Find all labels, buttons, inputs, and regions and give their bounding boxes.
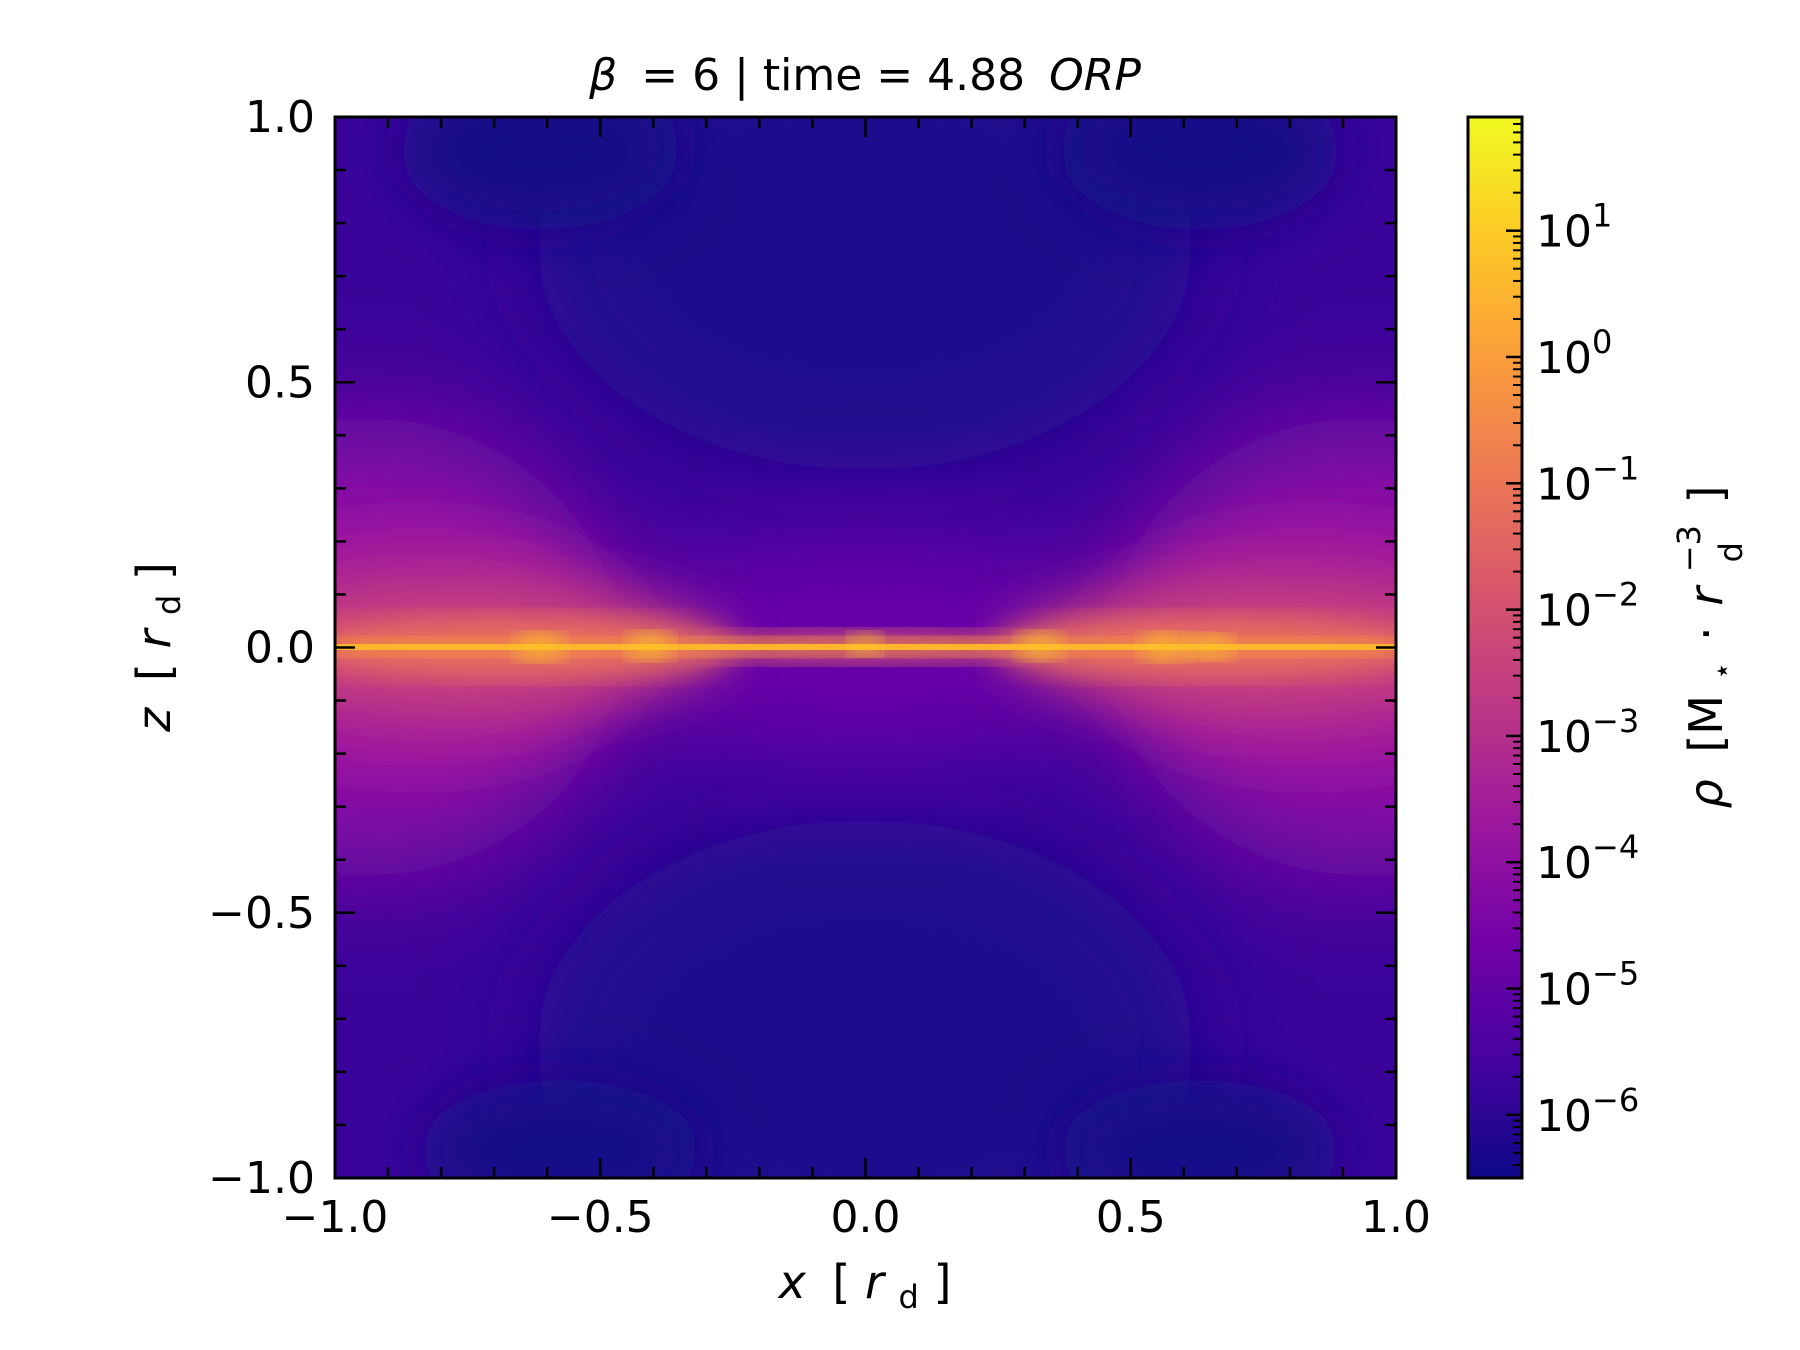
colorbar-tick-base: 10 [1536, 1091, 1592, 1142]
heatmap-clump [630, 634, 670, 658]
x-axis-sub: d [899, 1278, 919, 1316]
x-tick-label: 0.5 [1096, 1192, 1166, 1243]
colorbar-tick-exponent: −6 [1592, 1081, 1639, 1119]
y-tick-label: −0.5 [208, 888, 315, 939]
title-beta-symbol: β [588, 50, 617, 101]
colorbar-tick-label: 10−4 [1536, 828, 1639, 889]
colorbar-tick-base: 10 [1536, 459, 1592, 510]
colorbar-tick-base: 10 [1536, 712, 1592, 763]
heatmap-lobe-top-left [400, 117, 680, 230]
heatmap-clump [851, 634, 879, 654]
x-tick-labels: −1.0 −0.5 0.0 0.5 1.0 [282, 1192, 1431, 1243]
x-axis-close: ] [933, 1255, 951, 1309]
heatmap-clump [1190, 636, 1230, 658]
colorbar-tick-label: 10−6 [1536, 1081, 1639, 1142]
colorbar-tick-label: 10−1 [1536, 449, 1639, 510]
heatmap-lobe-bottom-right [1060, 1080, 1340, 1178]
colorbar-tick-label: 101 [1536, 197, 1612, 258]
y-tick-label: 1.0 [245, 92, 315, 143]
colorbar-tick-base: 10 [1536, 586, 1592, 637]
colorbar-tick-label: 10−2 [1536, 576, 1639, 637]
x-tick-label: 0.0 [831, 1192, 901, 1243]
heatmap-lobe-top-right [1060, 117, 1340, 230]
x-tick-label: −1.0 [282, 1192, 389, 1243]
heatmap-clump [518, 635, 562, 659]
colorbar-label-star: ⋆ [1705, 662, 1740, 681]
heatmap-lobe-bottom [535, 820, 1195, 1178]
heatmap-lobe-top [535, 117, 1195, 470]
colorbar-tick-exponent: −1 [1592, 449, 1639, 487]
colorbar-label: ρ [M ⋆ · r −3 d ] [1657, 486, 1753, 809]
y-axis-sym: r [127, 627, 181, 649]
colorbar-label-open: [M [1679, 695, 1733, 753]
x-tick-label: −0.5 [547, 1192, 654, 1243]
x-axis-var: x [777, 1255, 807, 1309]
x-axis-label: x [ r d ] [777, 1255, 952, 1319]
title-main-text: = 6 | time = 4.88 [641, 50, 1025, 101]
y-tick-label: −1.0 [208, 1153, 315, 1204]
y-axis-var: z [127, 707, 181, 733]
x-axis-sym: r [865, 1255, 887, 1309]
colorbar-tick-exponent: 1 [1592, 197, 1612, 235]
colorbar-label-var: ρ [1679, 779, 1733, 808]
x-axis-open: [ [832, 1255, 850, 1309]
colorbar-label-sub: d [1712, 542, 1750, 562]
y-axis-label: z [ r d ] [127, 562, 191, 733]
colorbar-tick-exponent: 0 [1592, 323, 1612, 361]
colorbar-tick-exponent: −5 [1592, 955, 1639, 993]
plot-ticks [333, 115, 1398, 1180]
colorbar-ticks [1506, 122, 1522, 1167]
colorbar-label-close: ] [1679, 486, 1733, 504]
heatmap-plot-area [335, 117, 1396, 1178]
y-tick-label: 0.0 [245, 623, 315, 674]
colorbar-tick-base: 10 [1536, 207, 1592, 258]
colorbar-tick-exponent: −3 [1592, 702, 1639, 740]
title-unit: ORP [1049, 50, 1141, 101]
colorbar-tick-exponent: −4 [1592, 828, 1639, 866]
colorbar-label-dot: · [1679, 626, 1733, 641]
heatmap-clump [1143, 635, 1187, 659]
y-tick-label: 0.5 [245, 357, 315, 408]
colorbar-label-sym: r [1679, 584, 1733, 606]
x-tick-label: 1.0 [1361, 1192, 1431, 1243]
colorbar-tick-base: 10 [1536, 838, 1592, 889]
colorbar-tick-base: 10 [1536, 965, 1592, 1016]
colorbar-tick-label: 10−3 [1536, 702, 1639, 763]
colorbar-tick-base: 10 [1536, 333, 1592, 384]
colorbar-tick-label: 100 [1536, 323, 1612, 384]
colorbar-label-sup: −3 [1670, 525, 1708, 572]
y-axis-sub: d [150, 595, 188, 615]
y-axis-close: ] [127, 562, 181, 580]
y-axis-open: [ [127, 663, 181, 681]
chart-title: β = 6 | time = 4.88 ORP [588, 50, 1141, 101]
heatmap-lobe-bottom-left [420, 1080, 700, 1178]
colorbar-tick-label: 10−5 [1536, 955, 1639, 1016]
y-tick-labels: −1.0 −0.5 0.0 0.5 1.0 [208, 92, 315, 1204]
colorbar-tick-exponent: −2 [1592, 576, 1639, 614]
heatmap-clump [1020, 634, 1060, 658]
